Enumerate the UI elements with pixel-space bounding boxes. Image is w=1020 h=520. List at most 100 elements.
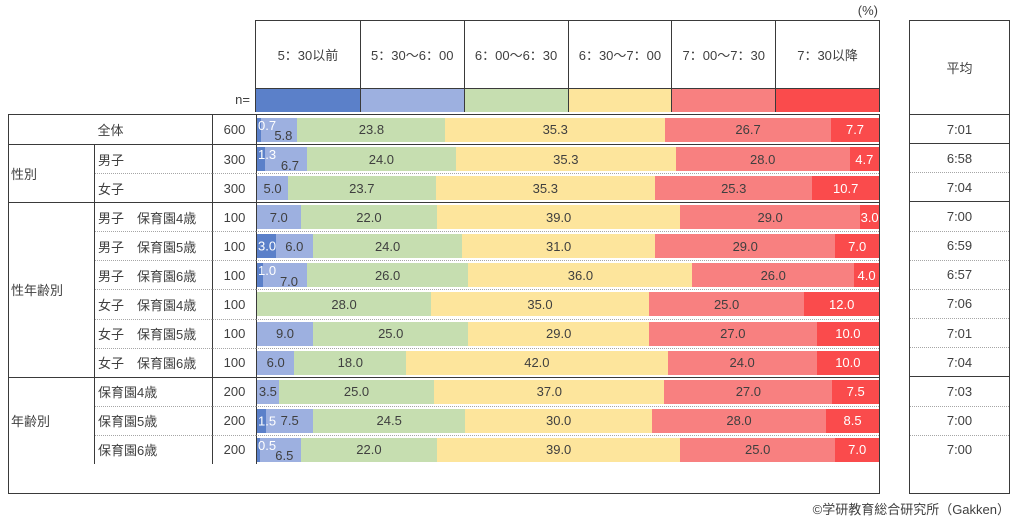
average-value: 7:04 (910, 172, 1009, 201)
bar-segment: 0.5 (257, 437, 276, 462)
bar-segment: 3.0 (860, 205, 879, 230)
bar-value-label: 18.0 (337, 355, 363, 371)
bar-segment: 6.7 (265, 147, 307, 172)
stacked-bar: 3.0 6.0 24.0 31.0 29.0 7.0 (257, 234, 879, 259)
group-label: 年齢別 (9, 376, 95, 464)
bar-value-label: 4.7 (855, 151, 874, 167)
bar-segment: 26.0 (306, 263, 469, 288)
bar-value-label: 26.0 (760, 267, 786, 283)
bar-segment: 29.0 (468, 321, 649, 346)
stacked-bar: 1.5 7.5 24.5 30.0 28.0 8.5 (257, 408, 879, 433)
average-value: 7:00 (910, 405, 1009, 435)
bar-value-label: 7.5 (846, 384, 865, 400)
bar-value-label: 24.5 (376, 413, 402, 429)
bar-segment: 37.0 (434, 379, 665, 404)
bar-value-label: 25.0 (713, 296, 740, 312)
bar-segment: 1.0 (257, 263, 276, 288)
average-value: 7:04 (910, 347, 1009, 376)
bar-segment: 12.0 (804, 292, 879, 317)
bar-value-label: 0.5 (258, 437, 277, 453)
stacked-bar: 6.0 18.0 42.0 24.0 10.0 (257, 350, 879, 375)
stacked-bar: 5.0 23.7 35.3 25.3 10.7 (257, 176, 879, 201)
bar-value-label: 39.0 (545, 209, 572, 225)
time-range-column-header: 7：30以降 (775, 21, 879, 88)
bar-segment: 23.7 (288, 176, 436, 201)
bar-value-label: 27.0 (735, 384, 762, 400)
bar-value-label: 28.0 (726, 413, 752, 429)
bar-value-label: 7.0 (269, 209, 288, 225)
row-label: 女子 (95, 173, 212, 202)
bar-value-label: 7.7 (845, 122, 865, 138)
bar-value-label: 1.5 (258, 413, 277, 429)
average-value: 7:01 (910, 318, 1009, 347)
legend-swatch (775, 88, 879, 112)
bar-value-label: 28.0 (331, 296, 357, 312)
bar-cell: 1.3 6.7 24.0 35.3 28.0 4.7 (256, 144, 879, 174)
n-value: 200 (212, 405, 256, 435)
bar-segment: 10.0 (816, 321, 879, 346)
bar-segment: 7.0 (835, 234, 879, 259)
bar-segment: 23.8 (297, 117, 446, 142)
group-label: 性年齢別 (9, 202, 95, 377)
bar-cell: 1.0 7.0 26.0 36.0 26.0 4.0 (256, 260, 879, 290)
legend-swatch (567, 88, 672, 112)
bar-value-label: 24.0 (368, 151, 395, 167)
bar-segment: 6.0 (257, 350, 295, 375)
stacked-bar: 3.5 25.0 37.0 27.0 7.5 (257, 379, 879, 404)
bar-cell: 9.0 25.0 29.0 27.0 10.0 (256, 318, 879, 348)
bar-value-label: 24.0 (374, 238, 401, 254)
time-range-header: 5：30以前 5：30～6：00 6：00～6：30 6：30～7：00 7：00～7：… (255, 20, 880, 112)
average-value: 7:01 (910, 114, 1009, 143)
bar-value-label: 7.0 (848, 442, 867, 458)
bar-segment: 3.0 (257, 234, 276, 259)
row-label: 女子 保育園5歳 (95, 318, 212, 348)
time-range-column-header: 7：00～7：30 (671, 21, 775, 88)
bar-segment: 10.0 (816, 350, 879, 375)
bar-value-label: 7.5 (280, 413, 299, 429)
bar-segment: 7.7 (831, 117, 879, 142)
bar-value-label: 35.3 (532, 180, 558, 196)
bar-value-label: 10.0 (835, 326, 861, 342)
row-label: 男子 保育園4歳 (95, 202, 212, 231)
bar-value-label: 26.0 (374, 267, 401, 283)
bar-segment: 4.0 (854, 263, 879, 288)
bar-cell: 28.0 35.0 25.0 12.0 (256, 289, 879, 319)
bar-segment: 6.0 (275, 234, 313, 259)
bar-cell: 5.0 23.7 35.3 25.3 10.7 (256, 173, 879, 203)
bar-value-label: 25.0 (378, 326, 404, 342)
bar-value-label: 29.0 (732, 238, 758, 254)
average-value: 7:00 (910, 434, 1009, 464)
bar-value-label: 35.0 (527, 296, 553, 312)
bar-segment: 36.0 (468, 263, 693, 288)
bar-segment: 31.0 (462, 234, 656, 259)
n-value: 600 (212, 115, 256, 145)
bar-value-label: 4.0 (857, 267, 876, 283)
bar-segment: 8.5 (826, 408, 879, 433)
bar-value-label: 35.3 (553, 151, 579, 167)
n-equals-label: n= (235, 92, 250, 107)
bar-cell: 3.0 6.0 24.0 31.0 29.0 7.0 (256, 231, 879, 261)
bar-segment: 35.3 (456, 147, 676, 172)
bar-cell: 3.5 25.0 37.0 27.0 7.5 (256, 376, 879, 406)
bar-segment: 7.0 (263, 263, 307, 288)
bar-segment: 29.0 (679, 205, 861, 230)
bar-cell: 0.5 6.5 22.0 39.0 25.0 7.0 (256, 434, 879, 464)
stacked-bar: 0.5 6.5 22.0 39.0 25.0 7.0 (257, 437, 879, 462)
copyright-footer: ©学研教育総合研究所（Gakken） (812, 502, 1010, 517)
bar-segment: 0.7 (257, 117, 276, 142)
n-value: 100 (212, 202, 256, 232)
bar-segment: 22.0 (300, 437, 438, 462)
percent-unit-label: (%) (857, 3, 878, 18)
bar-segment: 7.5 (832, 379, 879, 404)
n-value: 100 (212, 318, 256, 348)
row-label: 保育園5歳 (95, 405, 212, 435)
bar-segment: 6.5 (260, 437, 301, 462)
bar-value-label: 23.8 (358, 122, 385, 138)
bar-cell: 6.0 18.0 42.0 24.0 10.0 (256, 347, 879, 377)
bar-value-label: 22.0 (356, 209, 382, 225)
bar-value-label: 25.0 (343, 384, 370, 400)
average-value: 7:06 (910, 288, 1009, 318)
bar-segment: 25.3 (655, 176, 813, 201)
bar-value-label: 6.0 (266, 355, 285, 371)
bar-segment: 28.0 (257, 292, 432, 317)
